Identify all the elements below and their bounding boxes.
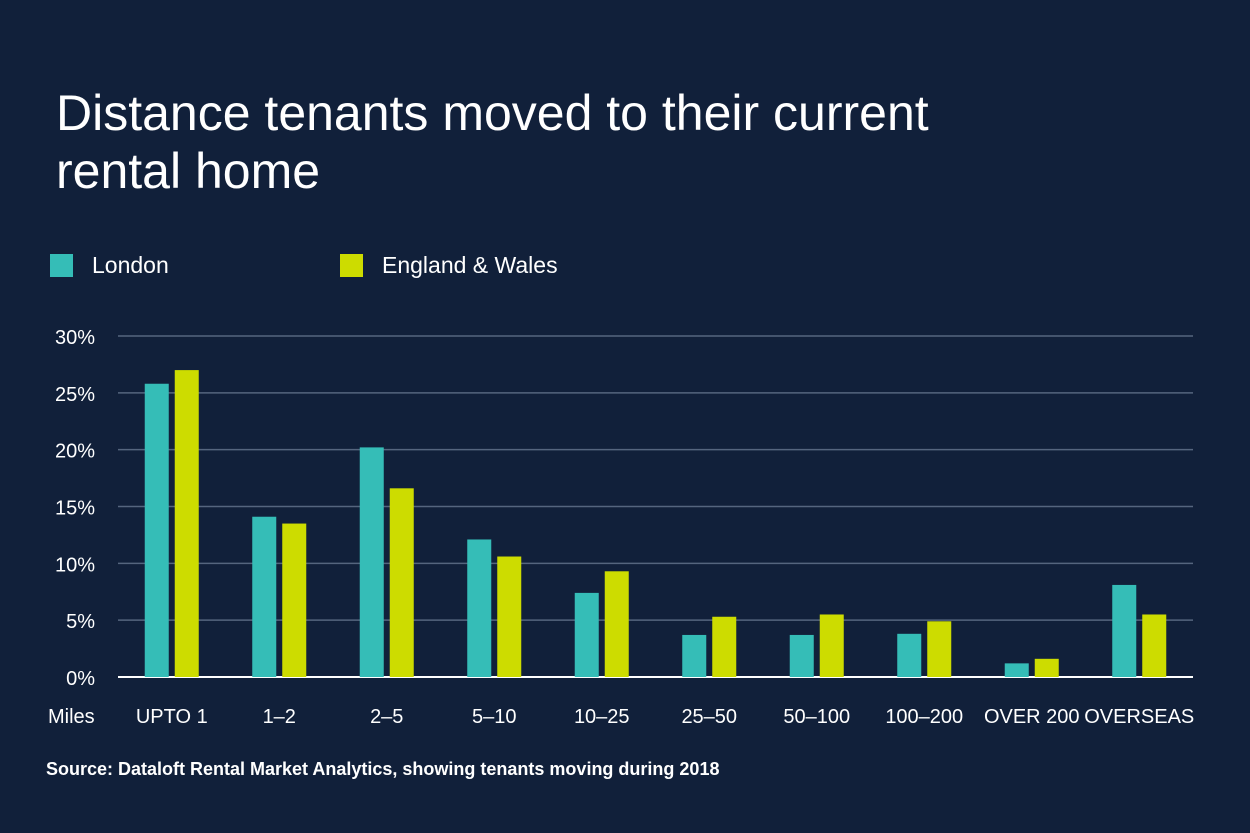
chart-title-line-2: rental home xyxy=(56,143,321,199)
x-tick-label: OVERSEAS xyxy=(1084,706,1194,728)
bar-england-wales: England & Wales 2–5: 16.6% xyxy=(389,488,414,677)
legend-swatch-london xyxy=(50,254,73,277)
bar-england-wales: England & Wales 10–25: 9.3% xyxy=(604,571,629,677)
bar-england-wales: England & Wales 50–100: 5.5% xyxy=(819,614,844,677)
x-tick-label: 100–200 xyxy=(885,706,963,728)
bar-london: London 10–25: 7.4% xyxy=(574,592,599,677)
legend-item-london: London xyxy=(50,252,169,279)
bar-london: London 50–100: 3.7% xyxy=(789,634,814,677)
chart-title: Distance tenants moved to their current … xyxy=(56,84,1056,200)
x-axis-label: Miles xyxy=(48,706,95,728)
bar-london: London 25–50: 3.7% xyxy=(682,634,707,677)
x-tick-label: OVER 200 xyxy=(984,706,1080,728)
bar-london: London OVER 200: 1.2% xyxy=(1004,663,1029,677)
bar-london: London OVERSEAS: 8.1% xyxy=(1112,584,1137,677)
legend-label-london: London xyxy=(92,252,169,278)
y-tick-label: 0% xyxy=(66,668,95,690)
bar-england-wales: England & Wales OVER 200: 1.6% xyxy=(1034,658,1059,677)
bar-england-wales: England & Wales 100–200: 4.9% xyxy=(927,621,952,677)
bar-london: London 2–5: 20.2% xyxy=(359,447,384,677)
legend-swatch-england-wales xyxy=(340,254,363,277)
bar-england-wales: England & Wales 5–10: 10.6% xyxy=(497,556,522,677)
x-tick-label: 2–5 xyxy=(370,706,403,728)
x-tick-label: 1–2 xyxy=(263,706,296,728)
x-tick-label: 10–25 xyxy=(574,706,630,728)
x-tick-label: 5–10 xyxy=(472,706,517,728)
bar-london: London 5–10: 12.1% xyxy=(467,539,492,677)
x-tick-label: 50–100 xyxy=(783,706,850,728)
bar-england-wales: England & Wales UPTO 1: 27% xyxy=(174,370,199,677)
legend-item-england-wales: England & Wales xyxy=(340,252,558,279)
x-tick-label: 25–50 xyxy=(681,706,737,728)
chart-title-line-1: Distance tenants moved to their current xyxy=(56,85,929,141)
y-tick-label: 25% xyxy=(55,384,95,406)
y-tick-label: 30% xyxy=(55,327,95,349)
y-tick-label: 20% xyxy=(55,441,95,463)
bar-england-wales: England & Wales 1–2: 13.5% xyxy=(282,523,307,677)
bar-london: London 1–2: 14.1% xyxy=(252,516,277,677)
bar-england-wales: England & Wales OVERSEAS: 5.5% xyxy=(1142,614,1167,677)
y-tick-label: 5% xyxy=(66,611,95,633)
y-tick-label: 15% xyxy=(55,498,95,520)
bar-london: London UPTO 1: 25.8% xyxy=(144,383,169,677)
y-tick-label: 10% xyxy=(55,554,95,576)
bar-england-wales: England & Wales 25–50: 5.3% xyxy=(712,616,737,677)
source-note: Source: Dataloft Rental Market Analytics… xyxy=(46,759,720,779)
bar-london: London 100–200: 3.8% xyxy=(897,633,922,677)
legend-label-england-wales: England & Wales xyxy=(382,252,558,278)
x-tick-label: UPTO 1 xyxy=(136,706,208,728)
